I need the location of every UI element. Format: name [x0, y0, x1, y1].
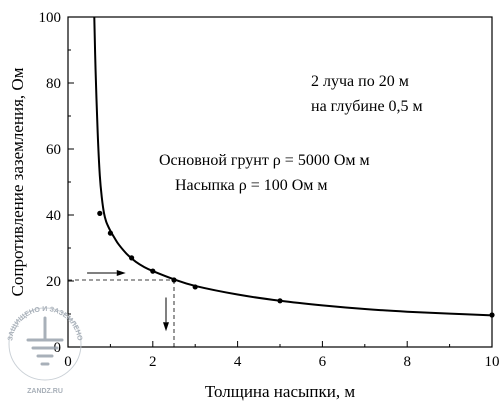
y-tick-label: 100: [39, 10, 62, 26]
arrow-right-head-icon: [116, 270, 126, 277]
annotation-soil-line2: Насыпка ρ = 100 Ом м: [175, 177, 328, 194]
y-tick-label: 40: [46, 208, 61, 224]
data-point: [97, 210, 103, 216]
y-tick-label: 80: [46, 76, 61, 92]
data-points-layer: [97, 210, 495, 318]
y-axis-title: Сопротивление заземления, Ом: [8, 67, 27, 296]
data-point: [277, 298, 283, 304]
ground-symbol-icon: [26, 316, 64, 366]
x-tick-label: 2: [149, 354, 157, 370]
y-tick-label: 60: [46, 142, 61, 158]
data-point: [107, 230, 113, 236]
data-point: [129, 255, 135, 261]
watermark: ЗАЩИЩЕНО И ЗАЗЕМЛЕНО ZANDZ.RU: [7, 306, 83, 395]
annotation-beams-line1: 2 луча по 20 м: [311, 73, 409, 90]
annotation-beams-line2: на глубине 0,5 м: [311, 98, 423, 115]
watermark-bottom-text: ZANDZ.RU: [27, 388, 63, 395]
x-tick-label: 8: [403, 354, 411, 370]
x-axis: 0 2 4 6 8 10: [64, 341, 500, 370]
data-point: [489, 312, 495, 318]
y-tick-label: 20: [46, 274, 61, 290]
data-point: [192, 284, 198, 290]
arrow-down-head-icon: [163, 322, 169, 332]
x-tick-label: 0: [64, 354, 72, 370]
data-point: [150, 268, 156, 274]
x-tick-label: 10: [485, 354, 500, 370]
reference-lines: [68, 270, 175, 347]
x-tick-label: 4: [234, 354, 242, 370]
x-tick-label: 6: [319, 354, 327, 370]
annotation-soil-line1: Основной грунт ρ = 5000 Ом м: [159, 152, 370, 169]
x-axis-title: Толщина насыпки, м: [205, 382, 356, 401]
data-point: [171, 277, 177, 283]
